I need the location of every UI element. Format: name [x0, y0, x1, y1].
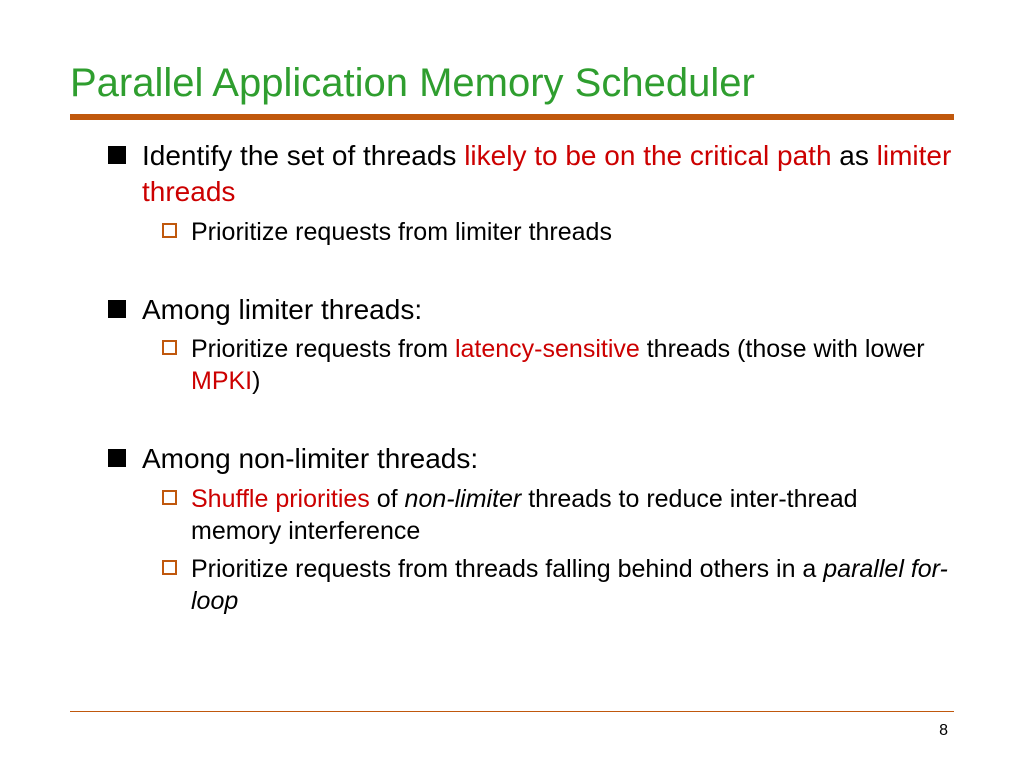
bullet-text: Identify the set of threads likely to be… — [142, 138, 954, 210]
bullet-text: Among limiter threads: — [142, 292, 954, 328]
highlight-text: MPKI — [191, 367, 252, 395]
text-fragment: Prioritize requests from threads falling… — [191, 555, 823, 583]
highlight-text: likely to be on the critical path — [464, 140, 831, 171]
spacer — [70, 397, 954, 431]
footer-divider — [70, 711, 954, 712]
slide-title: Parallel Application Memory Scheduler — [70, 60, 954, 106]
text-fragment: threads (those with lower — [640, 335, 925, 363]
bullet-item-1: Identify the set of threads likely to be… — [70, 138, 954, 210]
sub-bullet-item: Prioritize requests from latency-sensiti… — [70, 333, 954, 397]
slide-body: Identify the set of threads likely to be… — [70, 138, 954, 617]
highlight-text: latency-sensitive — [455, 335, 640, 363]
square-bullet-icon — [108, 300, 126, 318]
bullet-item-3: Among non-limiter threads: — [70, 441, 954, 477]
sub-bullet-item: Prioritize requests from limiter threads — [70, 216, 954, 248]
text-fragment: of — [370, 485, 405, 513]
page-number: 8 — [939, 722, 948, 740]
sub-bullet-text: Prioritize requests from threads falling… — [191, 553, 954, 617]
square-bullet-icon — [108, 146, 126, 164]
bullet-text: Among non-limiter threads: — [142, 441, 954, 477]
sub-bullet-text: Prioritize requests from latency-sensiti… — [191, 333, 954, 397]
hollow-square-bullet-icon — [162, 223, 177, 238]
spacer — [70, 248, 954, 282]
hollow-square-bullet-icon — [162, 560, 177, 575]
sub-bullet-text: Prioritize requests from limiter threads — [191, 216, 954, 248]
sub-bullet-item: Shuffle priorities of non-limiter thread… — [70, 483, 954, 547]
italic-text: non-limiter — [405, 485, 522, 513]
title-underline — [70, 114, 954, 120]
hollow-square-bullet-icon — [162, 490, 177, 505]
text-fragment: ) — [252, 367, 260, 395]
hollow-square-bullet-icon — [162, 340, 177, 355]
sub-bullet-text: Shuffle priorities of non-limiter thread… — [191, 483, 954, 547]
text-fragment: Prioritize requests from — [191, 335, 455, 363]
text-fragment: as — [832, 140, 877, 171]
slide: Parallel Application Memory Scheduler Id… — [0, 0, 1024, 768]
bullet-item-2: Among limiter threads: — [70, 292, 954, 328]
highlight-text: Shuffle priorities — [191, 485, 370, 513]
text-fragment: Identify the set of threads — [142, 140, 464, 171]
square-bullet-icon — [108, 449, 126, 467]
sub-bullet-item: Prioritize requests from threads falling… — [70, 553, 954, 617]
